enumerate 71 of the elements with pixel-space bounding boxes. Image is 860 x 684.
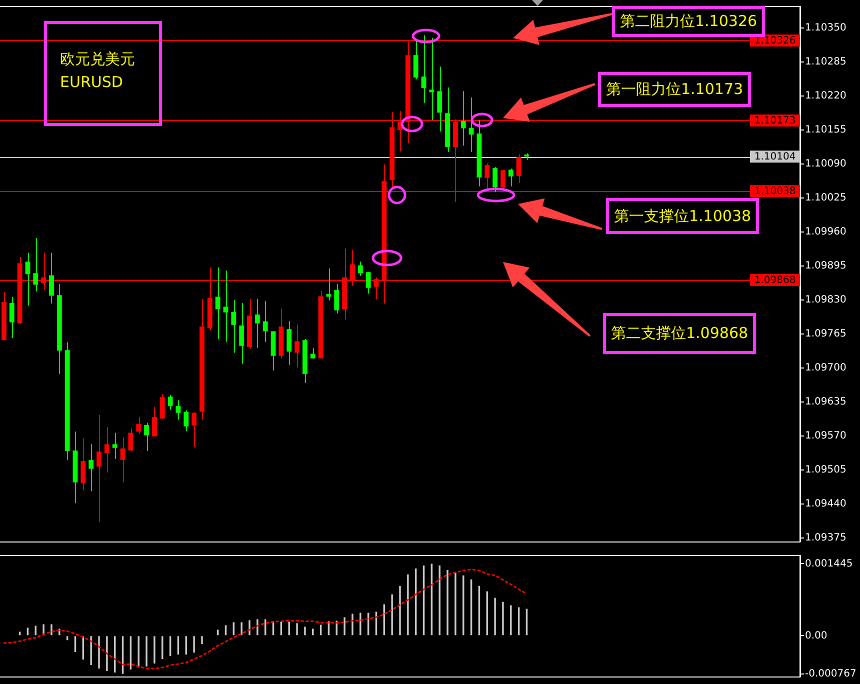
annotation: 第一支撑位1.10038 <box>606 198 760 234</box>
candlestick <box>152 406 157 437</box>
candlestick <box>160 394 165 420</box>
candlestick <box>460 90 466 146</box>
candlestick <box>215 266 220 340</box>
candlestick <box>413 40 418 80</box>
candlestick <box>192 412 197 448</box>
y-tick-label: -0.000767 <box>805 668 856 680</box>
ref-line-label: 1.10326 <box>754 36 796 47</box>
candlestick <box>176 400 181 420</box>
candlestick <box>358 261 363 276</box>
y-tick-label: 1.10090 <box>805 158 846 170</box>
y-tick-label: 1.09765 <box>805 328 846 340</box>
y-tick-label: 1.09700 <box>805 362 846 374</box>
y-tick-label: 0.001445 <box>805 558 853 570</box>
annotation: EURUSD <box>60 73 123 91</box>
annotation: 第二阻力位1.10326 <box>612 6 766 37</box>
candlestick <box>334 284 340 314</box>
candlestick <box>104 426 110 473</box>
candlestick <box>33 238 38 292</box>
candlestick <box>120 436 126 483</box>
candlestick <box>429 37 434 120</box>
ref-line-label: 1.10038 <box>754 186 796 198</box>
candlestick <box>492 166 498 193</box>
y-tick-label: 1.09570 <box>805 430 846 442</box>
candlestick <box>437 66 442 132</box>
candlestick <box>484 162 490 190</box>
candlestick <box>128 428 134 452</box>
candlestick <box>49 252 54 304</box>
y-tick-label: 1.09505 <box>805 464 846 476</box>
candlestick <box>310 347 316 359</box>
y-tick-label: 1.10350 <box>805 22 846 34</box>
candlestick <box>184 410 189 432</box>
y-tick-label: 1.09960 <box>805 226 846 238</box>
candlestick <box>262 300 268 342</box>
y-tick-label: 0.00 <box>805 630 828 642</box>
annotation: 欧元兑美元 <box>60 50 135 68</box>
y-tick-label: 1.09440 <box>805 498 846 510</box>
ref-line-label: 1.09868 <box>754 275 796 286</box>
candlestick <box>254 298 260 348</box>
annotation: 第二支撑位1.09868 <box>603 313 756 354</box>
y-tick-label: 1.09830 <box>805 294 846 306</box>
candlestick <box>88 444 94 492</box>
candlestick <box>294 324 300 368</box>
candlestick <box>366 272 371 294</box>
y-tick-label: 1.10155 <box>805 124 846 136</box>
y-tick-label: 1.10220 <box>805 90 846 102</box>
ref-line-label: 1.10104 <box>754 152 796 163</box>
line-series <box>3 568 528 670</box>
candlestick <box>286 320 292 366</box>
candlestick <box>421 34 426 104</box>
candlestick <box>231 299 236 354</box>
candlestick <box>112 432 118 460</box>
y-tick-label: 1.10285 <box>805 56 846 68</box>
candlestick <box>25 252 30 306</box>
candlestick <box>516 154 522 184</box>
ref-line-label: 1.10173 <box>754 116 796 127</box>
candlestick <box>223 270 228 342</box>
candlestick <box>80 438 86 491</box>
candlestick <box>136 416 142 434</box>
candlestick <box>168 394 173 410</box>
y-tick-label: 1.09895 <box>805 260 846 272</box>
y-tick-label: 1.10025 <box>805 192 846 204</box>
candlestick <box>508 168 514 187</box>
annotation: 第一阻力位1.10173 <box>598 72 752 107</box>
y-tick-label: 1.09635 <box>805 396 846 408</box>
candlestick <box>239 302 244 364</box>
y-tick-label: 1.09375 <box>805 532 846 544</box>
candlestick <box>144 422 149 452</box>
candlestick <box>96 414 102 523</box>
candlestick <box>9 296 14 339</box>
